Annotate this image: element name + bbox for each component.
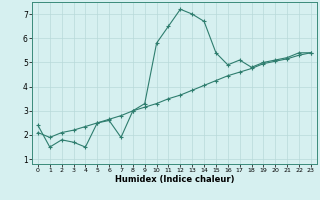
X-axis label: Humidex (Indice chaleur): Humidex (Indice chaleur) xyxy=(115,175,234,184)
